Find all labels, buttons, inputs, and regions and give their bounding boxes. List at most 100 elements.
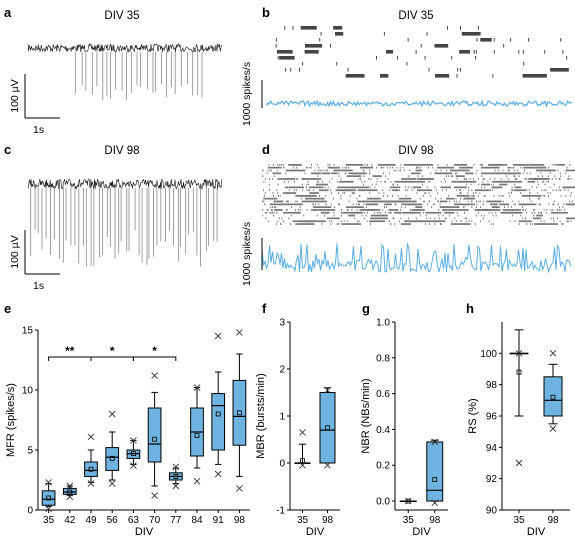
raster-mark (522, 166, 524, 169)
raster-mark (565, 169, 575, 172)
raster-mark (269, 211, 271, 214)
raster-mark (420, 44, 422, 48)
raster-mark (502, 180, 522, 183)
raster-mark (354, 217, 356, 220)
scalebar-b: 1000 spikes/s (241, 62, 263, 126)
x-tick-label: 70 (149, 515, 161, 526)
raster-mark (523, 209, 524, 211)
raster-mark (465, 172, 467, 175)
raster-mark (358, 220, 360, 223)
raster-mark (321, 211, 330, 214)
raster-mark (370, 189, 372, 192)
raster-mark (374, 209, 376, 211)
raster-mark (508, 169, 510, 172)
raster-mark (471, 220, 473, 223)
x-tick-label: 77 (170, 515, 182, 526)
raster-mark (358, 203, 360, 206)
raster-mark (482, 217, 484, 220)
raster-mark (435, 211, 436, 214)
raster-mark (383, 192, 385, 194)
raster-mark (327, 186, 329, 189)
raster-mark (330, 203, 332, 206)
raster-mark (325, 172, 327, 175)
raster-mark (487, 180, 489, 183)
raster-mark (514, 175, 516, 177)
raster-mark (507, 178, 509, 180)
mean-marker (516, 369, 522, 375)
raster-mark (275, 44, 277, 48)
raster-mark (402, 180, 404, 183)
mean-marker (173, 473, 179, 479)
raster-mark (352, 180, 354, 183)
raster-mark (334, 206, 335, 208)
raster-mark (380, 74, 389, 78)
outlier-marker (87, 480, 95, 487)
raster-mark (420, 166, 422, 169)
raster-mark (488, 211, 490, 214)
raster-mark (453, 209, 455, 211)
raster-mark (425, 192, 427, 194)
raster-mark (286, 186, 288, 189)
raster-mark (550, 68, 569, 72)
raster-mark (479, 192, 481, 194)
raster-mark (400, 217, 402, 220)
raster-mark (418, 189, 432, 192)
raster-mark (440, 200, 447, 203)
raster-mark (322, 180, 324, 183)
raster-mark (492, 183, 494, 186)
raster-mark (437, 166, 450, 169)
raster-mark (344, 180, 346, 183)
raster-mark (534, 223, 543, 225)
raster-mark (452, 180, 467, 183)
mean-marker (300, 458, 305, 464)
raster-mark (562, 223, 564, 225)
raster-mark (514, 186, 522, 189)
raster-mark (439, 203, 441, 206)
raster-mark (374, 200, 376, 203)
raster-mark (549, 186, 551, 189)
raster-mark (426, 186, 428, 189)
raster-mark (415, 209, 425, 211)
raster-mark (567, 220, 569, 223)
raster-mark (511, 192, 513, 194)
raster-mark (567, 178, 569, 180)
raster-mark (299, 68, 300, 72)
raster-mark (451, 220, 453, 223)
raster-mark (486, 189, 488, 192)
y-tick-label: 0.2 (376, 461, 390, 472)
significance-label: * (110, 344, 115, 358)
raster-mark (408, 169, 410, 172)
x-tick-label: 56 (107, 515, 119, 526)
raster-mark (308, 183, 310, 186)
raster-mark (360, 166, 373, 169)
raster-mark (374, 175, 376, 177)
raster-mark (516, 169, 518, 172)
raster-mark (286, 200, 287, 203)
raster-mark (285, 186, 287, 189)
raster-mark (273, 211, 275, 214)
raster-mark (384, 180, 386, 183)
raster-mark (334, 169, 336, 172)
raster-mark (285, 169, 306, 172)
raster-mark (386, 164, 388, 166)
raster-mark (327, 166, 340, 169)
raster-mark (282, 164, 284, 166)
raster-mark (418, 166, 420, 169)
raster-mark (345, 172, 347, 175)
raster-mark (570, 178, 572, 180)
raster-mark (264, 203, 266, 206)
raster-mark (394, 180, 396, 183)
raster-mark (416, 166, 417, 169)
raster-mark (538, 169, 540, 172)
raster-mark (341, 223, 361, 225)
raster-mark (510, 166, 512, 169)
raster-mark (445, 200, 447, 203)
raster-mark (321, 169, 323, 172)
raster-mark (398, 197, 412, 200)
raster-mark (482, 178, 484, 180)
raster-mark (337, 186, 339, 189)
raster-mark (267, 209, 269, 211)
raster-mark (533, 209, 535, 211)
raster-mark (480, 166, 500, 169)
panel-h-label: h (466, 301, 474, 316)
